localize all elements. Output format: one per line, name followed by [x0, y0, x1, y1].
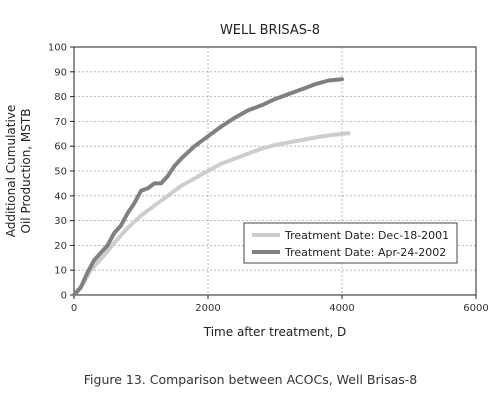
chart-title: WELL BRISAS-8 [220, 23, 320, 38]
legend-box [243, 222, 458, 264]
legend: Treatment Date: Dec-18-2001 Treatment Da… [243, 222, 458, 264]
y-tick-label: 90 [54, 67, 67, 78]
legend-label-apr-24-2002: Treatment Date: Apr-24-2002 [284, 246, 446, 259]
series-line-dec-18-2001 [72, 131, 351, 297]
y-axis-title-line-1: Additional Cumulative [4, 105, 18, 238]
series-lines [72, 77, 351, 297]
figure-caption: Figure 13. Comparison between ACOCs, Wel… [83, 372, 418, 387]
x-tick-label: 4000 [329, 303, 354, 314]
axis-ticks: 0 10 20 30 40 50 60 70 80 90 100 0 2000 4000 6000 [48, 43, 489, 315]
y-axis-title-line-2: Oil Production, MSTB [19, 109, 33, 234]
y-tick-label: 40 [54, 191, 67, 202]
y-tick-label: 30 [54, 216, 67, 227]
y-tick-label: 20 [54, 241, 67, 252]
y-tick-label: 80 [54, 92, 67, 103]
y-tick-label: 100 [48, 43, 67, 54]
y-tick-label: 70 [54, 117, 67, 128]
x-tick-label: 6000 [463, 303, 488, 314]
x-tick-label: 2000 [195, 303, 220, 314]
y-tick-label: 60 [54, 142, 67, 153]
x-tick-label: 0 [71, 303, 77, 314]
y-tick-label: 0 [61, 291, 67, 302]
y-tick-label: 50 [54, 167, 67, 178]
y-tick-label: 10 [54, 266, 67, 277]
series-line-apr-24-2002 [72, 77, 344, 297]
x-axis-title: Time after treatment, D [203, 325, 346, 339]
legend-label-dec-18-2001: Treatment Date: Dec-18-2001 [284, 229, 449, 242]
